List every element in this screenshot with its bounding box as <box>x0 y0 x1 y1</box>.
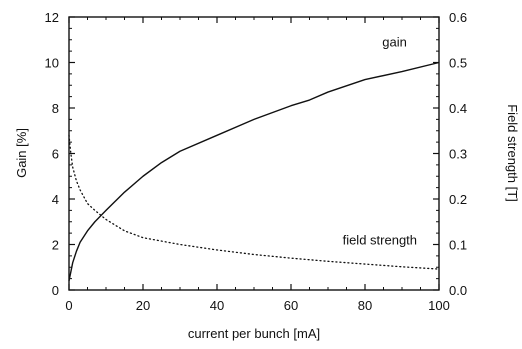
y-left-tick-label: 2 <box>52 238 59 253</box>
y-right-tick-label: 0.2 <box>449 192 467 207</box>
x-tick-label: 100 <box>428 298 450 313</box>
series-line-gain <box>68 61 440 282</box>
y-right-tick-label: 0.4 <box>449 101 467 116</box>
x-tick-label: 20 <box>136 298 150 313</box>
ticks-layer: 0 20 40 60 80 100 0 2 4 6 8 10 12 0.0 0.1 0.2 0.3 0.4 0.5 0… <box>45 10 468 313</box>
y-left-tick-label: 6 <box>52 147 59 162</box>
x-tick-label: 60 <box>284 298 298 313</box>
y-left-tick-label: 8 <box>52 101 59 116</box>
y-left-tick-label: 0 <box>52 283 59 298</box>
y-left-tick-label: 4 <box>52 192 59 207</box>
y-left-tick-label: 10 <box>45 56 59 71</box>
y-axis-title-right: Field strength [T] <box>505 104 520 202</box>
annotation-label: field strength <box>343 233 417 248</box>
y-right-tick-label: 0.0 <box>449 283 467 298</box>
y-right-tick-label: 0.3 <box>449 147 467 162</box>
annotation-layer: gain field strength <box>343 35 417 248</box>
series-layer <box>68 61 440 282</box>
x-tick-label: 40 <box>210 298 224 313</box>
y-right-tick-label: 0.6 <box>449 10 467 25</box>
y-axis-title-left: Gain [%] <box>14 128 29 178</box>
x-tick-label: 0 <box>65 298 72 313</box>
x-tick-label: 80 <box>358 298 372 313</box>
x-axis-title: current per bunch [mA] <box>188 326 320 341</box>
series-line-field-strength <box>68 134 440 270</box>
plot-frame <box>68 16 440 291</box>
y-left-tick-label: 12 <box>45 10 59 25</box>
annotation-label: gain <box>382 35 407 50</box>
y-right-tick-label: 0.5 <box>449 56 467 71</box>
y-right-tick-label: 0.1 <box>449 238 467 253</box>
